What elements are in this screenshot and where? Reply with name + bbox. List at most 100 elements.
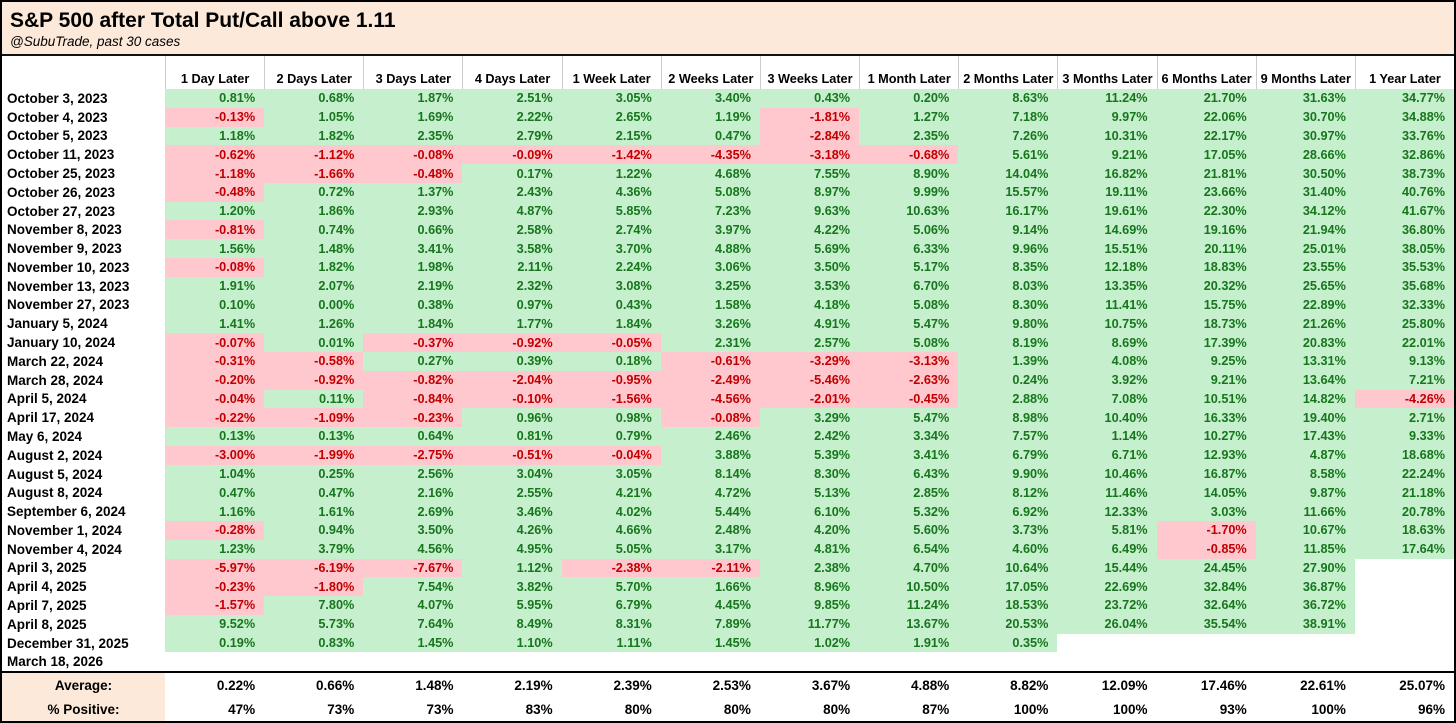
value-cell: -0.22% — [165, 408, 265, 428]
value-cell: 18.73% — [1156, 314, 1256, 334]
value-cell: 2.19% — [363, 276, 463, 296]
value-cell: 35.54% — [1156, 614, 1256, 634]
value-cell: 5.44% — [660, 502, 760, 521]
value-cell: 17.64% — [1354, 539, 1454, 559]
value-cell: 1.45% — [363, 633, 463, 653]
value-cell: 38.73% — [1354, 164, 1454, 183]
value-cell: 7.18% — [958, 107, 1058, 127]
value-cell: 6.49% — [1057, 539, 1157, 559]
value-cell: 2.43% — [462, 182, 562, 202]
row-date: November 27, 2023 — [2, 295, 165, 315]
value-cell: 6.79% — [561, 596, 661, 615]
value-cell: 40.76% — [1354, 182, 1454, 202]
value-cell: 7.64% — [363, 614, 463, 634]
value-cell: 5.08% — [859, 333, 959, 352]
value-cell: -6.19% — [264, 558, 364, 578]
table-row: August 2, 2024 -3.00% -1.99% -2.75% -0.51% -0… — [2, 445, 1454, 465]
value-cell: 10.31% — [1057, 126, 1157, 146]
value-cell: 10.51% — [1156, 389, 1256, 409]
row-date: March 18, 2026 — [2, 652, 165, 672]
value-cell: 0.81% — [165, 89, 265, 108]
percent-positive-value: 100% — [1057, 697, 1157, 721]
value-cell: 34.88% — [1354, 107, 1454, 127]
value-cell-empty — [165, 652, 265, 672]
row-date: August 2, 2024 — [2, 445, 165, 465]
value-cell-empty — [561, 652, 661, 672]
row-date: November 10, 2023 — [2, 258, 165, 277]
value-cell: 9.21% — [1156, 370, 1256, 390]
value-cell-empty — [1354, 633, 1454, 653]
value-cell: 14.04% — [958, 164, 1058, 183]
value-cell: 11.85% — [1255, 539, 1355, 559]
table-row: November 4, 2024 1.23% 3.79% 4.56% 4.95% 5.05… — [2, 539, 1454, 559]
value-cell: 13.35% — [1057, 276, 1157, 296]
value-cell: 34.77% — [1354, 89, 1454, 108]
value-cell: 25.65% — [1255, 276, 1355, 296]
value-cell: 17.39% — [1156, 333, 1256, 352]
average-value: 8.82% — [958, 673, 1058, 697]
value-cell: 0.24% — [958, 370, 1058, 390]
value-cell: 9.80% — [958, 314, 1058, 334]
value-cell: 5.06% — [859, 220, 959, 240]
row-date: April 7, 2025 — [2, 596, 165, 615]
row-date: November 1, 2024 — [2, 520, 165, 540]
value-cell: 12.33% — [1057, 502, 1157, 521]
value-cell: 16.87% — [1156, 464, 1256, 484]
value-cell: -3.18% — [759, 145, 860, 165]
value-cell: 1.84% — [363, 314, 463, 334]
value-cell: 2.15% — [561, 126, 661, 146]
value-cell: -1.57% — [165, 596, 265, 615]
value-cell: -0.28% — [165, 520, 265, 540]
value-cell: 5.39% — [759, 445, 860, 465]
value-cell: 2.93% — [363, 201, 463, 221]
value-cell: 3.70% — [561, 239, 661, 259]
table-row: January 5, 2024 1.41% 1.26% 1.84% 1.77% 1.84%… — [2, 314, 1454, 334]
value-cell: 38.05% — [1354, 239, 1454, 259]
value-cell: 10.63% — [859, 201, 959, 221]
value-cell: 9.96% — [958, 239, 1058, 259]
value-cell: 3.17% — [660, 539, 760, 559]
value-cell: 0.19% — [165, 633, 265, 653]
table-row: April 7, 2025 -1.57% 7.80% 4.07% 5.95% 6.79% 4… — [2, 596, 1454, 615]
value-cell: 32.33% — [1354, 295, 1454, 315]
value-cell: 1.66% — [660, 577, 760, 597]
percent-positive-value: 73% — [363, 697, 463, 721]
value-cell: 1.82% — [264, 126, 364, 146]
value-cell: -0.07% — [165, 333, 265, 352]
value-cell: -4.26% — [1354, 389, 1454, 409]
value-cell: 1.10% — [462, 633, 562, 653]
value-cell: 36.72% — [1255, 596, 1355, 615]
value-cell: 25.01% — [1255, 239, 1355, 259]
average-value: 3.67% — [759, 673, 860, 697]
value-cell: 6.70% — [859, 276, 959, 296]
value-cell: 6.43% — [859, 464, 959, 484]
row-date: September 6, 2024 — [2, 502, 165, 521]
value-cell: 2.31% — [660, 333, 760, 352]
value-cell: 1.77% — [462, 314, 562, 334]
column-header: 3 Months Later — [1057, 56, 1157, 89]
value-cell: 8.31% — [561, 614, 661, 634]
value-cell: 9.52% — [165, 614, 265, 634]
value-cell: 9.21% — [1057, 145, 1157, 165]
value-cell: 1.56% — [165, 239, 265, 259]
value-cell-empty — [859, 652, 959, 672]
value-cell: -0.81% — [165, 220, 265, 240]
value-cell: 22.24% — [1354, 464, 1454, 484]
value-cell: -2.11% — [660, 558, 760, 578]
value-cell: -4.35% — [660, 145, 760, 165]
average-value: 0.66% — [264, 673, 364, 697]
value-cell: 0.47% — [660, 126, 760, 146]
value-cell: 4.22% — [759, 220, 860, 240]
value-cell-empty — [1156, 652, 1256, 672]
value-cell: 4.45% — [660, 596, 760, 615]
value-cell: 22.30% — [1156, 201, 1256, 221]
average-value: 22.61% — [1255, 673, 1355, 697]
value-cell: 2.74% — [561, 220, 661, 240]
value-cell: 20.53% — [958, 614, 1058, 634]
value-cell: 1.26% — [264, 314, 364, 334]
value-cell: 0.66% — [363, 220, 463, 240]
value-cell: 1.11% — [561, 633, 661, 653]
value-cell: 0.79% — [561, 427, 661, 446]
value-cell-empty — [264, 652, 364, 672]
value-cell: -3.00% — [165, 445, 265, 465]
